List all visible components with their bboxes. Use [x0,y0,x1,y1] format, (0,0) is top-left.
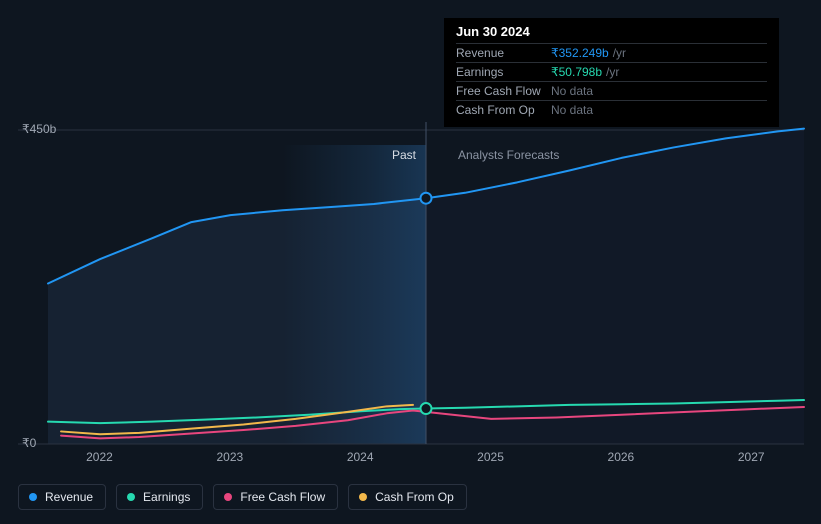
x-axis-tick: 2024 [347,450,374,464]
tooltip-row-unit: /yr [613,46,626,60]
financials-chart: ₹450b ₹0 Past Analysts Forecasts 2022 202… [0,0,821,524]
chart-tooltip: Jun 30 2024 Revenue₹352.249b/yrEarnings₹… [444,18,779,127]
x-axis-tick: 2022 [86,450,113,464]
x-axis-tick: 2027 [738,450,765,464]
tooltip-row: Cash From OpNo data [456,100,767,119]
tooltip-row-value: ₹50.798b [551,65,602,79]
tooltip-title: Jun 30 2024 [456,24,767,43]
legend-item-revenue[interactable]: Revenue [18,484,106,510]
tooltip-row: Revenue₹352.249b/yr [456,43,767,62]
legend-label: Earnings [143,490,190,504]
legend-dot [29,493,37,501]
legend-item-fcf[interactable]: Free Cash Flow [213,484,338,510]
x-axis-tick: 2023 [216,450,243,464]
legend-label: Revenue [45,490,93,504]
section-label-past: Past [392,148,416,162]
tooltip-row-value: No data [551,84,593,98]
legend-dot [127,493,135,501]
y-axis-label-max: ₹450b [22,122,56,136]
tooltip-row-unit: /yr [606,65,619,79]
x-axis-tick: 2026 [608,450,635,464]
tooltip-row-label: Revenue [456,46,551,60]
tooltip-row-label: Free Cash Flow [456,84,551,98]
tooltip-row-value: ₹352.249b [551,46,609,60]
legend-item-cfo[interactable]: Cash From Op [348,484,467,510]
section-label-forecast: Analysts Forecasts [458,148,559,162]
legend-item-earnings[interactable]: Earnings [116,484,203,510]
tooltip-row-label: Earnings [456,65,551,79]
tooltip-row: Earnings₹50.798b/yr [456,62,767,81]
tooltip-row-label: Cash From Op [456,103,551,117]
x-axis-tick: 2025 [477,450,504,464]
legend-label: Cash From Op [375,490,454,504]
legend-dot [224,493,232,501]
tooltip-row: Free Cash FlowNo data [456,81,767,100]
legend-dot [359,493,367,501]
tooltip-row-value: No data [551,103,593,117]
legend-label: Free Cash Flow [240,490,325,504]
y-axis-label-min: ₹0 [22,436,36,450]
chart-legend: Revenue Earnings Free Cash Flow Cash From O… [18,484,467,510]
